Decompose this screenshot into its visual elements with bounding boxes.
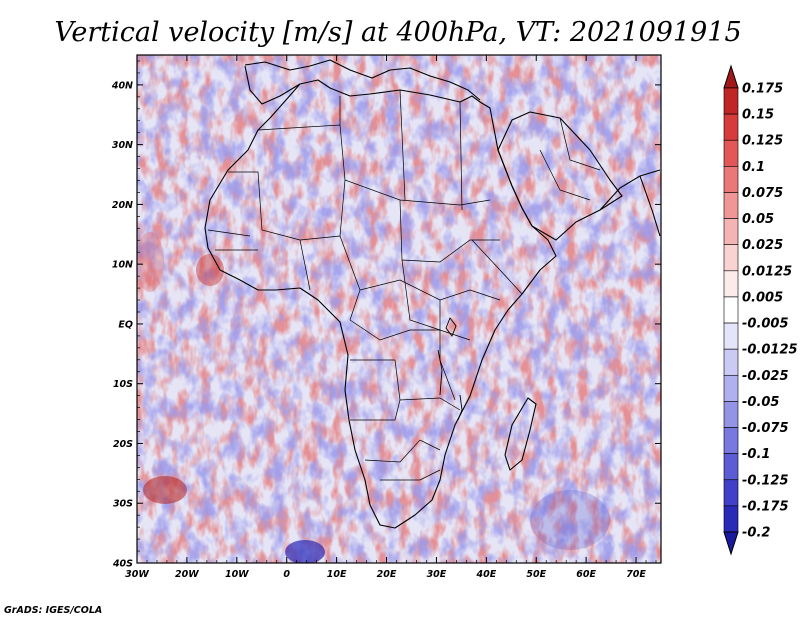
colorbar-swatch bbox=[723, 139, 739, 167]
colorbar-swatch bbox=[723, 87, 739, 115]
colorbar-swatch bbox=[723, 505, 739, 533]
colorbar-swatch bbox=[723, 427, 739, 454]
colorbar-label: -0.075 bbox=[742, 421, 789, 436]
y-tick-label: 30S bbox=[113, 499, 133, 510]
asia-coast bbox=[599, 169, 661, 211]
colorbar-swatch bbox=[723, 218, 739, 246]
y-tick-label: 20N bbox=[112, 200, 133, 211]
x-axis: 30W 20W 10W 0 10E 20E 30E 40E 50E 60E 70E bbox=[125, 55, 657, 580]
colorbar-label: 0.175 bbox=[742, 82, 783, 97]
colorbar-top-arrow bbox=[723, 64, 739, 89]
plot-frame bbox=[136, 54, 662, 564]
colorbar-label: -0.0125 bbox=[742, 343, 798, 358]
ascent-atlantic-band bbox=[137, 232, 164, 292]
colorbar-label: -0.005 bbox=[742, 317, 789, 332]
colorbar-swatch bbox=[723, 244, 739, 272]
colorbar-label: -0.05 bbox=[742, 395, 779, 410]
india-coast bbox=[639, 175, 661, 237]
strong-ascent-southwest bbox=[143, 476, 187, 504]
colorbar-label: 0.025 bbox=[742, 238, 783, 253]
y-axis: 40N 30N 20N 10N EQ 10S 20S 30S 40S bbox=[111, 60, 661, 570]
descent-indianocean bbox=[530, 490, 610, 550]
madagascar bbox=[504, 397, 537, 471]
colorbar-swatch bbox=[723, 166, 739, 193]
colorbar-swatch bbox=[723, 401, 739, 428]
grads-credit: GrADS: IGES/COLA bbox=[4, 605, 102, 616]
colorbar-swatch bbox=[723, 113, 739, 141]
colorbar-label: 0.075 bbox=[742, 186, 783, 201]
field-descent-texture bbox=[137, 55, 661, 563]
colorbar-label: 0.0125 bbox=[742, 264, 792, 279]
colorbar-label: -0.025 bbox=[742, 369, 789, 384]
x-tick-label: 20W bbox=[175, 569, 199, 580]
x-tick-label: 60E bbox=[576, 569, 596, 580]
y-tick-label: 10N bbox=[112, 260, 133, 271]
colorbar-bottom-arrow bbox=[723, 531, 739, 556]
y-tick-label: 30N bbox=[112, 140, 133, 151]
x-tick-label: 70E bbox=[626, 569, 646, 580]
arabian-peninsula bbox=[497, 111, 623, 241]
colorbar-label: -0.175 bbox=[742, 499, 789, 514]
y-tick-label: 40S bbox=[112, 559, 133, 570]
colorbar-label: 0.005 bbox=[742, 290, 783, 305]
colorbar-label: -0.125 bbox=[742, 473, 789, 488]
coastlines bbox=[204, 59, 661, 529]
strong-descent-southatlantic bbox=[285, 540, 325, 563]
colorbar-swatch bbox=[723, 374, 739, 402]
colorbar-swatch bbox=[723, 192, 739, 219]
lakes bbox=[437, 317, 463, 421]
colorbar-label: -0.1 bbox=[742, 447, 770, 462]
colorbar-label: 0.15 bbox=[742, 108, 774, 123]
colorbar-swatch bbox=[723, 348, 739, 376]
x-tick-label: 40E bbox=[475, 569, 496, 580]
x-tick-label: 10E bbox=[327, 569, 347, 580]
colorbar-label: -0.2 bbox=[742, 526, 770, 541]
colorbar-label: 0.05 bbox=[742, 212, 774, 227]
y-tick-label: 40N bbox=[111, 80, 133, 91]
colorbar-swatch bbox=[723, 270, 739, 298]
x-tick-label: 30W bbox=[125, 569, 149, 580]
colorbar-label: 0.125 bbox=[742, 134, 783, 149]
colorbar-swatch bbox=[723, 479, 739, 507]
chart-title: Vertical velocity [m/s] at 400hPa, VT: 2… bbox=[54, 17, 741, 48]
colorbar-swatch bbox=[723, 322, 739, 350]
x-tick-label: 0 bbox=[283, 569, 290, 580]
x-tick-label: 30E bbox=[427, 569, 447, 580]
plot-area bbox=[137, 55, 661, 563]
x-tick-label: 50E bbox=[526, 569, 546, 580]
y-tick-label: 20S bbox=[113, 439, 133, 450]
y-tick-label: EQ bbox=[118, 319, 133, 330]
ascent-westafrica-coast bbox=[196, 254, 224, 286]
colorbar-label: 0.1 bbox=[742, 160, 765, 175]
country-borders bbox=[207, 89, 601, 481]
iberia bbox=[244, 65, 301, 105]
x-tick-label: 10W bbox=[225, 569, 249, 580]
colorbar-swatch bbox=[723, 296, 739, 324]
colorbar: 0.175 0.15 0.125 0.1 0.075 0.05 0.025 0.0125 0.0… bbox=[723, 64, 798, 556]
africa-coastline bbox=[204, 79, 557, 529]
y-tick-label: 10S bbox=[113, 379, 133, 390]
europe-coast bbox=[244, 59, 481, 101]
colorbar-swatch bbox=[723, 453, 739, 481]
x-tick-label: 20E bbox=[377, 569, 397, 580]
